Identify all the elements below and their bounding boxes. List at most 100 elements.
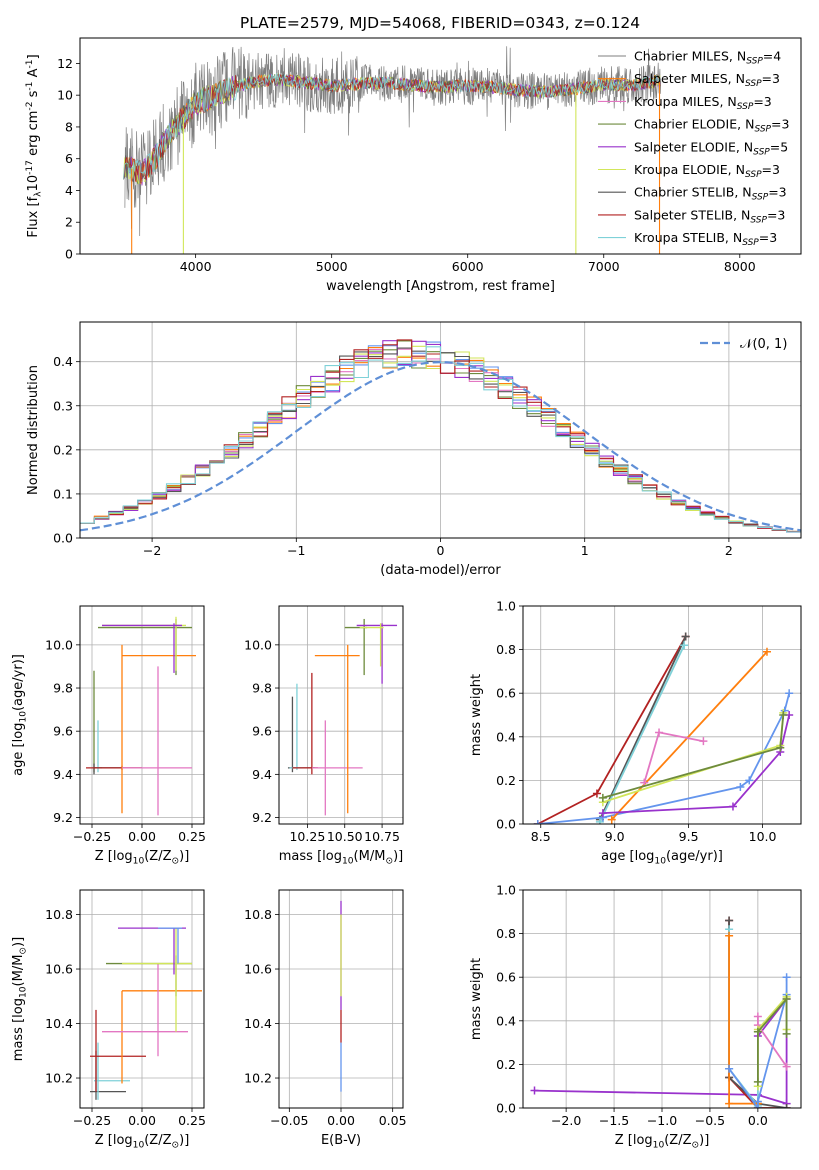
weight-point-marker — [782, 1062, 791, 1071]
y-tick-label: 1.0 — [496, 883, 516, 898]
label-fragment: ⊙ — [172, 856, 180, 866]
legend-sub: SSP — [745, 79, 762, 89]
x-axis-label: wavelength [Angstrom, rest frame] — [326, 279, 555, 294]
x-tick-label: 10.0 — [749, 829, 777, 844]
legend-sub: SSP — [750, 215, 767, 225]
label-fragment: 10 — [133, 856, 145, 866]
weight-point-marker — [595, 817, 604, 824]
label-fragment: )] — [11, 937, 26, 947]
legend-entry: Kroupa ELODIE, NSSP=3 — [634, 162, 780, 180]
y-tick-label: 10.2 — [45, 1071, 73, 1086]
y-tick-label: 0.8 — [496, 926, 516, 941]
x-tick-label: 0.00 — [128, 829, 156, 844]
legend-entry: 𝒩(0, 1) — [740, 337, 787, 352]
y-tick-label: 0.0 — [53, 531, 73, 546]
legend-label: Salpeter ELODIE, N — [634, 139, 753, 154]
label-fragment: 10 — [654, 856, 666, 866]
label-fragment: Z [log — [95, 849, 133, 864]
legend-entry: Chabrier STELIB, NSSP=3 — [634, 185, 787, 203]
weight-point-marker — [762, 647, 771, 656]
x-axis-label: Z [log10​(Z/Z⊙​)] — [95, 849, 190, 866]
legend-label: Kroupa ELODIE, N — [634, 162, 745, 177]
axes-frame — [522, 889, 802, 1109]
weight-series-line — [602, 714, 791, 814]
weight-vs-age-panel: 8.5 9.0 9.5 10.0 0.0 0.2 0.4 0.6 0.8 1.0 age [log1… — [469, 599, 802, 866]
weight-series-line — [599, 636, 687, 820]
weight-point-marker — [725, 931, 734, 940]
label-fragment: -1 — [25, 82, 35, 91]
y-tick-label: 1.0 — [496, 599, 516, 614]
y-tick-label: 8 — [65, 119, 73, 134]
weight-point-marker — [753, 1012, 762, 1021]
plot-area — [530, 916, 791, 1108]
y-tick-label: 12 — [57, 56, 73, 71]
x-tick-label: −2 — [143, 543, 161, 558]
legend-label: Salpeter MILES, N — [634, 71, 745, 86]
label-fragment: Z [log — [615, 1133, 653, 1148]
y-tick-label: 9.4 — [252, 767, 272, 782]
y-tick-label: 0.6 — [496, 970, 516, 985]
mass-vs-ebv-panel: −0.05 0.00 0.05 10.2 10.4 10.6 10.8 E(B-V) — [244, 889, 407, 1148]
x-axis-label: mass [log10​(M/M⊙​)] — [279, 849, 403, 866]
y-tick-label: 9.2 — [53, 810, 73, 825]
y-tick-label: 10.2 — [244, 1071, 272, 1086]
label-fragment: (M/M — [11, 955, 26, 987]
label-fragment: ⊙ — [385, 856, 393, 866]
weight-point-marker — [782, 1104, 791, 1108]
x-tick-label: −1.5 — [599, 1113, 629, 1128]
legend-entry: Salpeter ELODIE, NSSP=5 — [634, 139, 788, 157]
mass-vs-metallicity-panel: −0.25 0.00 0.25 10.2 10.4 10.6 10.8 Z [log10​(Z… — [11, 889, 206, 1150]
x-tick-label: −0.5 — [695, 1113, 725, 1128]
label-fragment: age [log — [601, 849, 654, 864]
weight-point-marker — [592, 789, 601, 798]
x-tick-label: 6000 — [452, 259, 484, 274]
legend-sub: SSP — [753, 147, 770, 157]
label-fragment: (M/M — [354, 849, 386, 864]
y-tick-label: 0.6 — [496, 686, 516, 701]
label-fragment: E(B-V) — [321, 1133, 361, 1148]
label-fragment: ] — [26, 54, 41, 59]
label-fragment: ⊙ — [692, 1140, 700, 1150]
x-tick-label: 8000 — [724, 259, 756, 274]
weight-series-line — [728, 929, 759, 1108]
legend-sub: SSP — [737, 102, 754, 112]
x-tick-label: 9.5 — [679, 829, 699, 844]
legend-tail: =3 — [771, 117, 789, 132]
weight-series-line — [757, 996, 788, 1082]
gaussian-reference-line — [80, 360, 801, 532]
weight-point-marker — [681, 632, 690, 641]
y-tick-label: 9.6 — [53, 724, 73, 739]
label-fragment: mass [log — [11, 998, 26, 1061]
plot-area — [123, 46, 662, 254]
x-tick-label: −0.25 — [73, 829, 111, 844]
y-tick-label: 0.0 — [496, 1101, 516, 1116]
legend-tail: =3 — [762, 162, 780, 177]
legend-entry: Salpeter MILES, NSSP=3 — [634, 71, 780, 89]
x-axis-label: Z [log10​(Z/Z⊙​)] — [95, 1133, 190, 1150]
axes-frame — [278, 889, 404, 1109]
legend-tail: =3 — [768, 185, 786, 200]
weight-point-marker — [598, 809, 607, 818]
weight-series-line — [599, 644, 686, 823]
weight-point-marker — [530, 1086, 539, 1095]
weight-point-marker — [782, 995, 791, 1003]
label-fragment: 10 — [653, 1140, 665, 1150]
label-fragment: (Z/Z — [664, 1133, 691, 1148]
legend-tail: =3 — [753, 94, 771, 109]
plot-area — [287, 618, 398, 816]
legend-sub: SSP — [752, 193, 769, 203]
x-tick-label: 10.25 — [289, 829, 325, 844]
weight-point-marker — [655, 728, 664, 737]
weight-series-line — [728, 935, 758, 1105]
x-tick-label: 5000 — [316, 259, 348, 274]
y-tick-label: 10.8 — [244, 907, 272, 922]
label-fragment: ⊙ — [18, 947, 28, 955]
label-fragment: )] — [179, 849, 189, 864]
x-tick-label: 0.00 — [128, 1113, 156, 1128]
weight-vs-metallicity-panel: −2.0 −1.5 −1.0 −0.5 0.0 0.0 0.2 0.4 0.6 0.8 1.0 Z [… — [469, 883, 802, 1150]
label-fragment: -2 — [25, 102, 35, 111]
y-tick-label: 0.2 — [53, 442, 73, 457]
y-axis-label: Flux [fλ​10-17​ erg cm-2​ s-1​ A-1​] — [25, 54, 43, 237]
label-fragment: Normed distribution — [26, 365, 41, 495]
